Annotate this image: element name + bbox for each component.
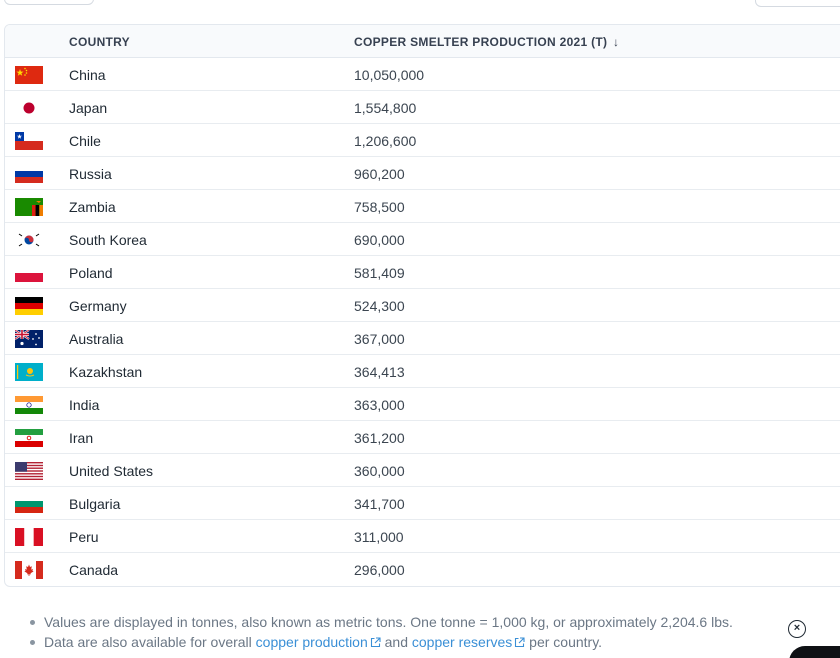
country-name: Zambia [69,199,116,215]
footnote-units: Values are displayed in tonnes, also kno… [28,612,788,632]
external-link-icon [370,637,381,648]
country-name: India [69,397,100,413]
production-value: 1,554,800 [354,100,417,116]
copper-reserves-link[interactable]: copper reserves [412,634,525,650]
table-row: United States 360,000 [5,454,840,487]
sort-descending-icon[interactable]: ↓ [612,35,620,49]
table-row: Bulgaria 341,700 [5,487,840,520]
country-name: South Korea [69,232,147,248]
production-value: 364,413 [354,364,405,380]
table-row: India 363,000 [5,388,840,421]
production-value: 690,000 [354,232,405,248]
footnote-related-data: Data are also available for overall copp… [28,632,788,652]
japan-flag-icon [15,99,43,117]
production-value: 524,300 [354,298,405,314]
country-name: Australia [69,331,124,347]
production-value: 581,409 [354,265,405,281]
country-name: Bulgaria [69,496,121,512]
russia-flag-icon [15,165,43,183]
toolbar-button[interactable] [4,0,94,5]
production-value: 361,200 [354,430,405,446]
production-value: 367,000 [354,331,405,347]
south-korea-flag-icon [15,231,43,249]
india-flag-icon [15,396,43,414]
column-header-country[interactable]: COUNTRY [69,35,130,49]
country-name: Japan [69,100,108,116]
canada-flag-icon [15,561,43,579]
table-header: COUNTRY COPPER SMELTER PRODUCTION 2021 (… [5,25,840,58]
production-value: 341,700 [354,496,405,512]
footnote-text: and [380,634,412,650]
footnote-text: Data are also available for overall [44,634,256,650]
floating-action-button[interactable] [789,646,840,658]
table-row: China 10,050,000 [5,58,840,91]
iran-flag-icon [15,429,43,447]
production-table: COUNTRY COPPER SMELTER PRODUCTION 2021 (… [4,24,840,587]
external-link-icon [515,637,525,648]
production-value: 758,500 [354,199,405,215]
table-row: Zambia 758,500 [5,190,840,223]
close-circle-icon[interactable]: × [788,620,806,638]
country-name: United States [69,463,154,479]
copper-production-link[interactable]: copper production [256,634,381,650]
country-name: Peru [69,529,99,545]
table-row: Iran 361,200 [5,421,840,454]
china-flag-icon [15,66,43,84]
germany-flag-icon [15,297,43,315]
production-value: 10,050,000 [354,67,425,83]
peru-flag-icon [15,528,43,546]
bulgaria-flag-icon [15,495,43,513]
table-row: Germany 524,300 [5,289,840,322]
table-row: South Korea 690,000 [5,223,840,256]
country-name: Kazakhstan [69,364,143,380]
country-name: China [69,67,106,83]
production-value: 311,000 [354,529,404,545]
copper-production-link-label: copper production [255,634,368,650]
table-row: Peru 311,000 [5,520,840,553]
country-name: Iran [69,430,94,446]
table-row: Russia 960,200 [5,157,840,190]
toolbar-button[interactable] [755,0,840,7]
production-value: 363,000 [354,397,405,413]
column-header-production-label: COPPER SMELTER PRODUCTION 2021 (T) [354,35,608,49]
country-name: Chile [69,133,101,149]
country-name: Canada [69,562,119,578]
table-row: Kazakhstan 364,413 [5,355,840,388]
chile-flag-icon [15,132,43,150]
footnotes: Values are displayed in tonnes, also kno… [28,612,788,652]
united-states-flag-icon [15,462,43,480]
table-row: Australia 367,000 [5,322,840,355]
table-row: Chile 1,206,600 [5,124,840,157]
poland-flag-icon [15,264,43,282]
production-value: 296,000 [354,562,405,578]
zambia-flag-icon [15,198,43,216]
footnote-text: per country. [525,634,603,650]
production-value: 1,206,600 [354,133,417,149]
country-name: Russia [69,166,112,182]
table-row: Canada 296,000 [5,553,840,586]
copper-reserves-link-label: copper reserves [411,634,513,650]
country-name: Germany [69,298,127,314]
production-value: 960,200 [354,166,405,182]
production-value: 360,000 [354,463,405,479]
table-row: Poland 581,409 [5,256,840,289]
country-name: Poland [69,265,113,281]
table-row: Japan 1,554,800 [5,91,840,124]
column-header-production[interactable]: COPPER SMELTER PRODUCTION 2021 (T) ↓ [354,35,619,49]
australia-flag-icon [15,330,43,348]
kazakhstan-flag-icon [15,363,43,381]
